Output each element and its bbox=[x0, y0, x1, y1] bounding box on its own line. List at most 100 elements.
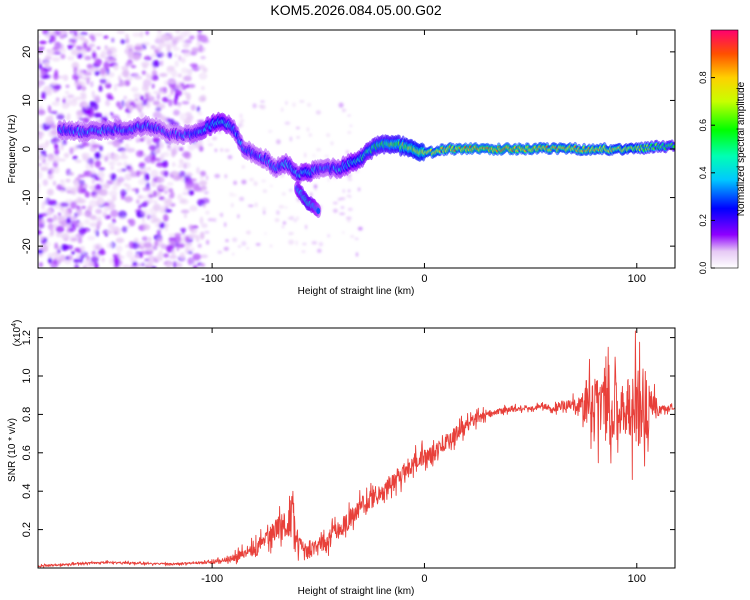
spectrogram-noise-blob bbox=[107, 56, 114, 60]
spectrogram-noise-blob bbox=[132, 241, 139, 250]
snr-ytick-label: 0.4 bbox=[21, 484, 33, 499]
spectrogram-noise-blob bbox=[41, 91, 47, 100]
spectrogram-noise-blob bbox=[345, 216, 352, 220]
spectrogram-noise-blob bbox=[168, 98, 173, 107]
spectrogram-noise-blob bbox=[350, 235, 355, 238]
spectrogram-noise-blob bbox=[212, 218, 217, 222]
spectrogram-noise-blob bbox=[197, 111, 203, 116]
spectrogram-noise-blob bbox=[160, 205, 166, 214]
spectrogram-noise-blob bbox=[143, 241, 152, 248]
spectrogram-noise-blob bbox=[106, 230, 113, 235]
spectrogram-noise-blob bbox=[123, 95, 127, 100]
spectrogram-noise-blob bbox=[128, 218, 136, 227]
spectrogram-noise-blob bbox=[185, 111, 192, 117]
spectrogram-noise-blob bbox=[212, 136, 218, 141]
spectrogram-noise-blob bbox=[60, 75, 66, 79]
spectrogram-noise-blob bbox=[167, 79, 177, 84]
colorbar-tick-label: 0.4 bbox=[698, 167, 708, 180]
spectrogram-noise-blob bbox=[198, 64, 206, 70]
spectrogram-noise-blob bbox=[197, 243, 202, 248]
spectrogram-noise-blob bbox=[181, 39, 186, 43]
spectrogram-noise-blob bbox=[249, 177, 255, 182]
spectrogram-noise-blob bbox=[173, 109, 180, 116]
spectrogram-noise-blob bbox=[306, 102, 312, 108]
spectrogram-noise-blob bbox=[110, 209, 119, 218]
spectrogram-noise-blob bbox=[93, 194, 101, 199]
spectrogram-noise-blob bbox=[69, 147, 74, 155]
spectrogram-noise-blob bbox=[199, 216, 204, 225]
spectrogram-noise-blob bbox=[101, 257, 105, 263]
spectrogram-noise-blob bbox=[166, 44, 172, 53]
spectrogram-noise-blob bbox=[116, 30, 125, 34]
spectrogram-noise-blob bbox=[276, 210, 280, 216]
spectrogram-noise-blob bbox=[42, 30, 50, 36]
spectrogram-noise-blob bbox=[183, 117, 191, 126]
spectrogram-noise-blob bbox=[62, 98, 66, 104]
spectrogram-noise-blob bbox=[199, 231, 205, 240]
spectrogram-ytick-label: -20 bbox=[21, 238, 33, 254]
spectrogram-noise-blob bbox=[68, 189, 77, 194]
snr-xtick-label: -100 bbox=[201, 573, 223, 585]
spectrogram-noise-blob bbox=[59, 220, 66, 225]
spectrogram-noise-blob bbox=[233, 180, 238, 185]
spectrogram-noise-blob bbox=[199, 254, 209, 259]
spectrogram-noise-blob bbox=[133, 93, 142, 98]
spectrogram-noise-blob bbox=[178, 147, 184, 151]
spectrogram-noise-blob bbox=[229, 192, 234, 197]
spectrogram-noise-blob bbox=[191, 47, 199, 54]
spectrogram-noise-blob bbox=[154, 240, 159, 247]
spectrogram-noise-blob bbox=[67, 254, 73, 261]
spectrogram-noise-blob bbox=[51, 57, 61, 62]
spectrogram-noise-blob bbox=[126, 44, 134, 49]
spectrogram-noise-blob bbox=[103, 206, 110, 212]
spectrogram-noise-blob bbox=[317, 248, 322, 253]
spectrogram-noise-blob bbox=[38, 189, 41, 193]
spectrogram-noise-blob bbox=[156, 149, 161, 154]
spectrogram-noise-blob bbox=[132, 32, 141, 38]
spectrogram-noise-blob bbox=[349, 124, 353, 127]
spectrogram-noise-blob bbox=[75, 76, 79, 84]
spectrogram-noise-blob bbox=[126, 183, 131, 192]
spectrogram-noise-blob bbox=[187, 234, 197, 239]
spectrogram-noise-blob bbox=[163, 80, 170, 86]
spectrogram-noise-blob bbox=[150, 45, 156, 50]
spectrogram-noise-blob bbox=[148, 145, 154, 151]
spectrogram-noise-blob bbox=[130, 171, 139, 178]
spectrogram-noise-blob bbox=[95, 243, 103, 251]
spectrogram-xlabel: Height of straight line (km) bbox=[298, 286, 415, 297]
spectrogram-noise-blob bbox=[86, 63, 93, 69]
spectrogram-noise-blob bbox=[54, 155, 60, 163]
spectrogram-noise-blob bbox=[89, 222, 98, 228]
snr-plot-area bbox=[38, 328, 675, 568]
spectrogram-noise-blob bbox=[137, 179, 147, 185]
spectrogram-noise-blob bbox=[218, 213, 223, 216]
spectrogram-noise-blob bbox=[47, 173, 54, 180]
spectrogram-noise-blob bbox=[174, 60, 179, 67]
spectrogram-noise-blob bbox=[264, 232, 267, 236]
spectrogram-noise-blob bbox=[110, 165, 115, 171]
spectrogram-noise-blob bbox=[175, 30, 181, 34]
snr-marks bbox=[38, 330, 675, 568]
spectrogram-noise-blob bbox=[296, 216, 299, 221]
spectrogram-noise-blob bbox=[38, 131, 45, 138]
spectrogram-noise-blob bbox=[169, 84, 178, 89]
spectrogram-noise-blob bbox=[91, 144, 101, 148]
spectrogram-noise-blob bbox=[188, 35, 195, 40]
spectrogram-noise-blob bbox=[91, 178, 95, 184]
spectrogram-noise-blob bbox=[54, 143, 59, 150]
spectrogram-noise-blob bbox=[197, 30, 203, 35]
spectrogram-noise-blob bbox=[66, 217, 71, 225]
spectrogram-noise-blob bbox=[46, 48, 51, 53]
spectrogram-noise-blob bbox=[206, 175, 209, 181]
spectrogram-noise-blob bbox=[42, 65, 52, 73]
spectrogram-noise-blob bbox=[84, 191, 90, 198]
spectrogram-noise-blob bbox=[172, 144, 180, 150]
spectrogram-noise-blob bbox=[171, 248, 176, 257]
colorbar: 0.0 0.2 0.4 0.6 0.8 Normalized spectral ampl… bbox=[698, 29, 747, 274]
spectrogram-noise-blob bbox=[342, 189, 346, 193]
spectrogram-noise-blob bbox=[187, 257, 195, 266]
colorbar-tick-label: 0.8 bbox=[698, 71, 708, 84]
spectrogram-noise-blob bbox=[157, 30, 162, 34]
spectrogram-noise-blob bbox=[133, 237, 139, 243]
